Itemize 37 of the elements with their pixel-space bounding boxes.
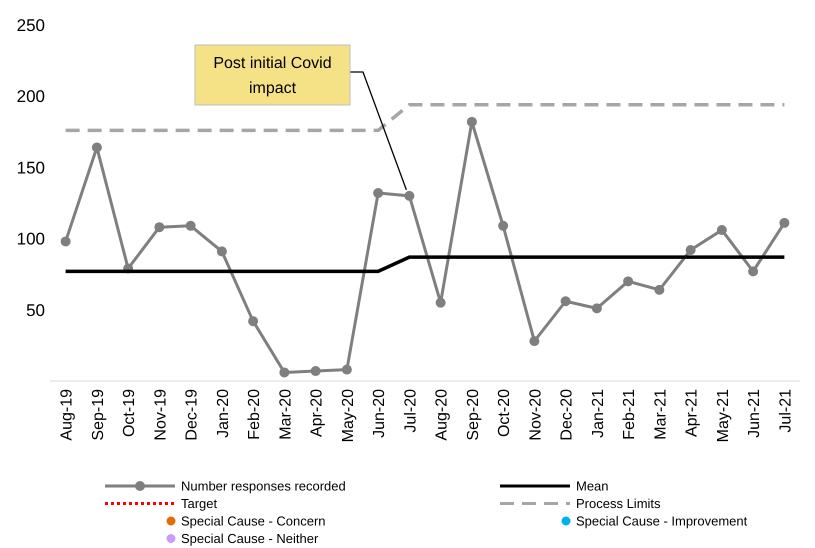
x-tick-label: Oct-19 (121, 388, 138, 438)
legend-label: Special Cause - Neither (181, 531, 319, 546)
x-tick-label: Oct-20 (496, 388, 514, 438)
x-tick-label: Feb-20 (246, 388, 264, 440)
y-tick-label: 250 (16, 16, 45, 35)
y-tick-label: 200 (16, 87, 45, 106)
y-tick-label: 100 (16, 230, 45, 249)
x-tick-label: May-20 (340, 388, 357, 442)
x-tick-label: May-21 (714, 388, 732, 442)
x-tick-label: Apr-21 (684, 388, 701, 438)
x-tick-label: Dec-19 (184, 388, 201, 441)
x-tick-label: Mar-21 (652, 388, 670, 440)
x-tick-label: Aug-20 (434, 388, 451, 441)
x-tick-label: Sep-20 (464, 388, 482, 441)
annotation: Post initial Covid impact (213, 55, 332, 97)
x-tick-label: Aug-19 (58, 388, 76, 441)
x-tick-label: Jan-21 (590, 388, 607, 438)
legend-label: Mean (576, 478, 609, 494)
legend-label: Target (181, 496, 218, 511)
x-tick-label: Jul-20 (402, 388, 420, 433)
x-tick-label: Nov-20 (527, 388, 544, 441)
legend-label: Number responses recorded (181, 478, 346, 494)
x-tick-label: Nov-19 (152, 388, 170, 441)
x-tick-label: Apr-20 (308, 388, 326, 438)
legend-label: Process Limits (576, 496, 662, 511)
x-tick-label: Feb-21 (621, 388, 638, 440)
y-tick-label: 50 (26, 300, 45, 320)
y-tick-label: 150 (16, 158, 45, 178)
x-tick-label: Dec-20 (558, 388, 576, 441)
legend-label: Special Cause - Improvement (576, 514, 748, 528)
legend-label: Special Cause - Concern (181, 514, 326, 528)
x-tick-label: Jun-21 (746, 388, 764, 438)
x-tick-label: Sep-19 (90, 388, 107, 441)
x-tick-label: Jul-21 (777, 388, 794, 433)
x-tick-label: Mar-20 (277, 388, 294, 440)
x-tick-label: Jan-20 (214, 388, 232, 438)
x-tick-label: Jun-20 (371, 388, 388, 438)
